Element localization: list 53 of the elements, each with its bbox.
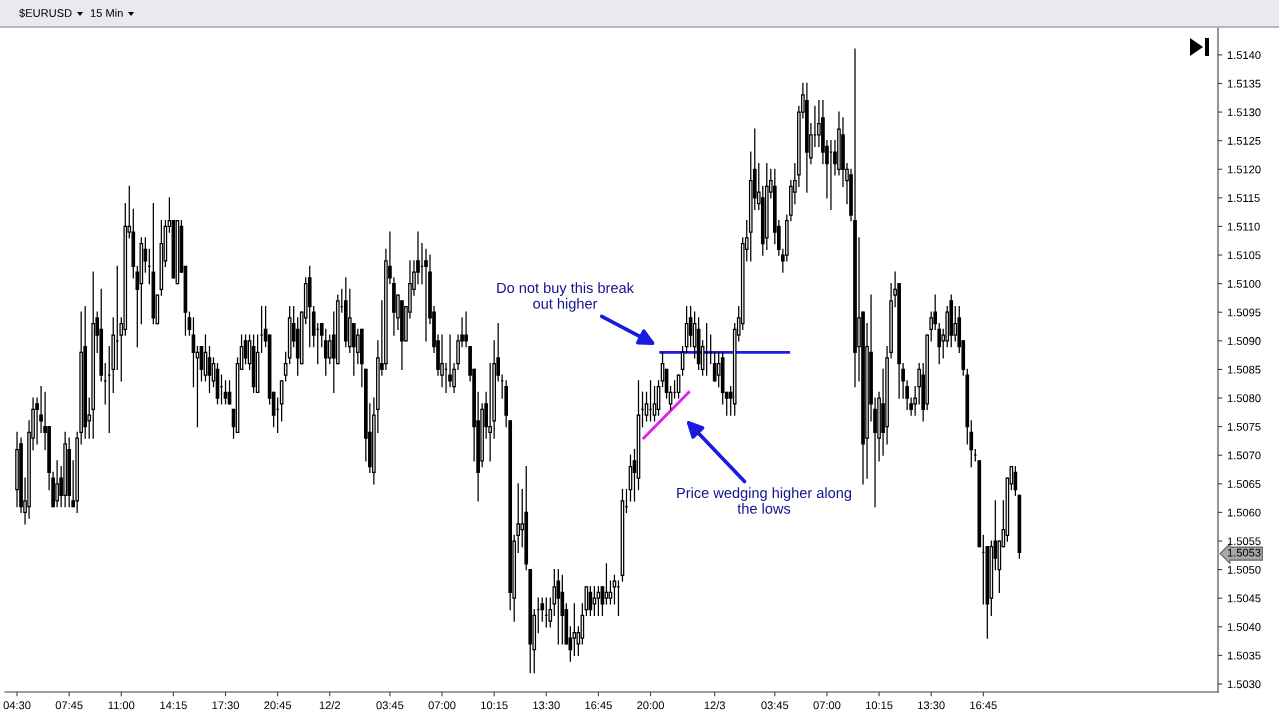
x-tick-label: 03:45 — [376, 701, 404, 710]
y-tick-label: 1.5070 — [1227, 451, 1261, 460]
x-tick-label: 20:45 — [264, 701, 292, 710]
y-tick-label: 1.5055 — [1227, 537, 1261, 546]
y-tick-label: 1.5115 — [1227, 194, 1260, 202]
y-tick-label: 1.5065 — [1227, 480, 1261, 488]
x-tick-label: 14:15 — [160, 701, 187, 710]
x-tick-label: 03:45 — [761, 701, 789, 710]
x-tick-label: 20:00 — [637, 701, 664, 710]
x-tick-label: 16:45 — [585, 701, 612, 710]
y-tick-label: 1.5085 — [1227, 365, 1261, 374]
x-tick-label: 07:00 — [428, 701, 456, 710]
x-tick-label: 13:30 — [918, 701, 945, 710]
chart-title: $EURUSD — [19, 8, 72, 18]
y-tick-label: 1.5045 — [1227, 594, 1261, 603]
x-tick-label: 04:30 — [3, 701, 31, 710]
y-tick-label: 1.5120 — [1227, 165, 1261, 174]
candlestick — [488, 363, 492, 462]
y-tick-label: 1.5053 — [1227, 548, 1261, 557]
y-tick-label: 1.5100 — [1227, 279, 1261, 288]
y-tick-label: 1.5105 — [1227, 251, 1261, 260]
y-tick-label: 1.5060 — [1227, 508, 1261, 517]
x-tick-label: 07:00 — [813, 701, 841, 710]
candlestick — [929, 311, 934, 342]
x-tick-label: 11:00 — [108, 701, 135, 710]
y-tick-label: 1.5135 — [1227, 79, 1261, 88]
y-tick-label: 1.5080 — [1227, 394, 1261, 403]
x-tick-label: 07:45 — [55, 701, 83, 710]
x-tick-label: 10:15 — [481, 701, 508, 710]
candlestick — [556, 568, 561, 645]
y-tick-label: 1.5140 — [1227, 51, 1261, 60]
x-tick-label: 12/2 — [319, 701, 341, 710]
y-tick-label: 1.5095 — [1227, 308, 1261, 317]
x-tick-label: 16:45 — [970, 701, 997, 710]
x-tick-label: 10:15 — [866, 701, 893, 710]
x-tick-label: 12/3 — [704, 701, 725, 710]
candlestick — [327, 334, 332, 365]
annotation: Price wedging higher along the lows — [677, 487, 852, 514]
y-tick-label: 1.5075 — [1227, 422, 1261, 431]
y-tick-label: 1.5040 — [1227, 623, 1261, 631]
y-tick-label: 1.5090 — [1227, 337, 1261, 345]
y-tick-label: 1.5110 — [1227, 222, 1260, 231]
annotation: Do not buy this break out higher — [497, 282, 634, 312]
y-tick-label: 1.5130 — [1227, 108, 1261, 117]
chart-subtitle: 15 Min — [90, 8, 123, 17]
y-tick-label: 1.5030 — [1227, 680, 1261, 689]
y-tick-label: 1.5125 — [1227, 136, 1261, 145]
candlestick — [55, 460, 59, 508]
x-tick-label: 17:30 — [212, 701, 239, 710]
y-tick-label: 1.5035 — [1227, 651, 1261, 660]
candlestick — [259, 305, 264, 353]
y-tick-label: 1.5050 — [1227, 565, 1261, 574]
x-tick-label: 13:30 — [533, 701, 560, 710]
